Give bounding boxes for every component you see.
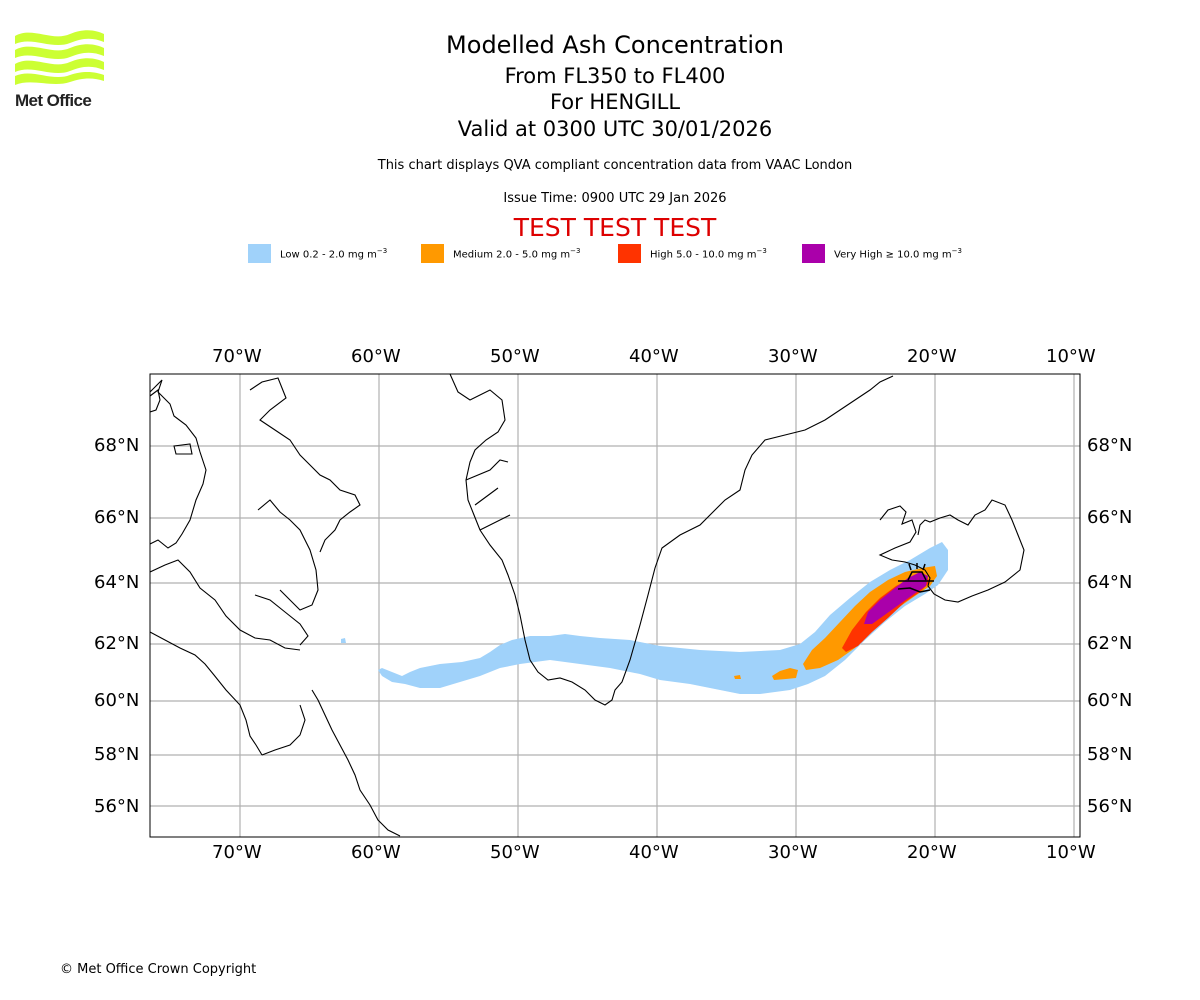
legend-item-very-high: Very High ≥ 10.0 mg m−3 — [802, 244, 962, 263]
chart-description: This chart displays QVA compliant concen… — [377, 158, 853, 173]
legend-swatch-high — [618, 244, 641, 263]
lat-tick-left-58n: 58°N — [94, 744, 140, 765]
lon-tick-top-70w: 70°W — [212, 346, 262, 367]
map-frame — [149, 373, 1081, 838]
ash-very-high-layer — [864, 572, 928, 624]
lat-tick-left-68n: 68°N — [94, 435, 140, 456]
lon-tick-bottom-30w: 30°W — [768, 842, 818, 863]
issue-time: Issue Time: 0900 UTC 29 Jan 2026 — [503, 191, 727, 206]
lat-tick-left-64n: 64°N — [94, 572, 140, 593]
ash-low-blob — [341, 638, 346, 643]
lat-tick-right-58n: 58°N — [1087, 744, 1133, 765]
coastline-greenland-west — [449, 374, 894, 706]
lat-tick-right-68n: 68°N — [1087, 435, 1133, 456]
lon-tick-bottom-20w: 20°W — [907, 842, 957, 863]
legend-exp-very-high: −3 — [951, 246, 962, 255]
lon-tick-top-10w: 10°W — [1046, 346, 1096, 367]
legend-swatch-very-high — [802, 244, 825, 263]
met-office-logo: Met Office — [12, 28, 112, 118]
lat-tick-right-56n: 56°N — [1087, 796, 1133, 817]
ash-very-high-plume — [864, 572, 928, 624]
lon-tick-bottom-70w: 70°W — [212, 842, 262, 863]
lon-tick-top-40w: 40°W — [629, 346, 679, 367]
legend-label-high: High 5.0 - 10.0 mg m — [650, 249, 757, 261]
lon-tick-bottom-60w: 60°W — [351, 842, 401, 863]
flight-level-range: From FL350 to FL400 — [504, 64, 726, 88]
coastline-baffin-west — [150, 379, 207, 549]
lat-tick-right-62n: 62°N — [1087, 633, 1133, 654]
coastline-greenland-fjord — [465, 459, 511, 531]
lon-tick-top-50w: 50°W — [490, 346, 540, 367]
legend-label-very-high: Very High ≥ 10.0 mg m — [834, 249, 952, 261]
legend-item-high: High 5.0 - 10.0 mg m−3 — [618, 244, 767, 263]
coastline-labrador — [150, 631, 263, 756]
coastlines — [150, 374, 1025, 837]
ash-low-plume — [378, 542, 948, 694]
logo-text: Met Office — [15, 91, 92, 110]
lat-tick-left-60n: 60°N — [94, 690, 140, 711]
coastline-labrador-east — [311, 689, 401, 837]
lat-tick-right-66n: 66°N — [1087, 507, 1133, 528]
lon-tick-top-30w: 30°W — [768, 346, 818, 367]
ash-medium-dot — [734, 675, 741, 679]
legend-exp-medium: −3 — [570, 246, 581, 255]
volcano-icon — [897, 563, 934, 593]
coastline-frobisher — [254, 594, 309, 646]
coastline-baffin-inlet — [173, 443, 193, 455]
legend-label-low: Low 0.2 - 2.0 mg m — [280, 249, 377, 261]
volcano-name: For HENGILL — [549, 90, 681, 114]
coastline-iceland — [878, 499, 1025, 603]
coastline-labrador-inner — [261, 704, 306, 756]
lat-tick-right-60n: 60°N — [1087, 690, 1133, 711]
coastline-cumberland — [249, 377, 361, 553]
copyright-notice: © Met Office Crown Copyright — [60, 962, 257, 977]
lon-tick-bottom-10w: 10°W — [1046, 842, 1096, 863]
legend-label-medium: Medium 2.0 - 5.0 mg m — [453, 249, 571, 261]
ash-low-layer — [341, 542, 948, 694]
legend-swatch-medium — [421, 244, 444, 263]
lon-tick-top-20w: 20°W — [907, 346, 957, 367]
coastline-baffin-south — [150, 559, 301, 651]
lon-tick-top-60w: 60°W — [351, 346, 401, 367]
coastline-baffin-island-lake — [150, 389, 161, 413]
test-banner: TEST TEST TEST — [513, 213, 717, 242]
lat-tick-left-56n: 56°N — [94, 796, 140, 817]
lon-tick-bottom-40w: 40°W — [629, 842, 679, 863]
lat-tick-left-62n: 62°N — [94, 633, 140, 654]
met-office-wave-icon — [15, 30, 104, 85]
lat-tick-right-64n: 64°N — [1087, 572, 1133, 593]
legend-item-low: Low 0.2 - 2.0 mg m−3 — [248, 244, 387, 263]
legend-swatch-low — [248, 244, 271, 263]
ash-medium-patch — [772, 668, 798, 680]
graticule — [150, 374, 1080, 837]
legend-exp-high: −3 — [756, 246, 767, 255]
lon-tick-bottom-50w: 50°W — [490, 842, 540, 863]
valid-time: Valid at 0300 UTC 30/01/2026 — [457, 117, 773, 141]
legend-item-medium: Medium 2.0 - 5.0 mg m−3 — [421, 244, 580, 263]
lat-tick-left-66n: 66°N — [94, 507, 140, 528]
coastline-hall-peninsula — [257, 499, 319, 611]
chart-title: Modelled Ash Concentration — [446, 31, 784, 59]
legend-exp-low: −3 — [376, 246, 388, 255]
